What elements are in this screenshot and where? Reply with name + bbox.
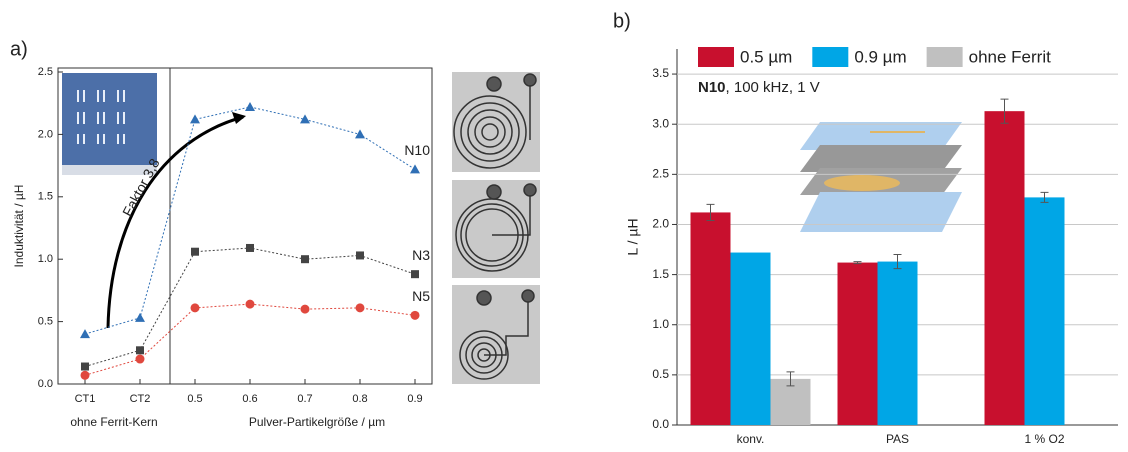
error-bar bbox=[853, 261, 862, 265]
series-label: N5 bbox=[412, 288, 430, 304]
annotation-rest: , 100 kHz, 1 V bbox=[726, 79, 820, 96]
marker bbox=[135, 312, 145, 322]
marker bbox=[190, 303, 200, 313]
y-tick-label: 1.0 bbox=[652, 317, 669, 331]
legend-label: ohne Ferrit bbox=[969, 47, 1051, 66]
bar bbox=[770, 378, 811, 425]
y-tick-label: 0.5 bbox=[38, 316, 53, 328]
marker bbox=[190, 114, 200, 124]
plot-frame bbox=[57, 67, 433, 385]
series-line bbox=[84, 303, 416, 376]
marker bbox=[356, 251, 364, 260]
bar bbox=[730, 252, 771, 425]
annotation: N10, 100 kHz, 1 V bbox=[698, 79, 820, 96]
y-tick-label: 1.5 bbox=[652, 267, 669, 281]
x-tick-label: 0.9 bbox=[407, 393, 422, 405]
x-tick-label: konv. bbox=[737, 432, 765, 446]
marker bbox=[355, 303, 365, 313]
marker bbox=[355, 129, 365, 139]
x-axis-label: Pulver-Partikelgröße / µm bbox=[249, 415, 385, 429]
coil-images bbox=[452, 72, 540, 384]
y-tick-label: 1.5 bbox=[38, 191, 53, 203]
marker bbox=[245, 299, 255, 309]
x-tick-label: 0.7 bbox=[297, 393, 312, 405]
x-tick-label: CT1 bbox=[75, 393, 96, 405]
arrow bbox=[106, 115, 244, 329]
legend-swatch bbox=[812, 47, 849, 67]
marker bbox=[80, 329, 90, 339]
error-bar bbox=[1040, 191, 1049, 203]
error-bar bbox=[706, 203, 715, 221]
legend-swatch bbox=[926, 47, 963, 67]
y-tick-label: 2.5 bbox=[38, 66, 53, 78]
x-tick-label: 0.6 bbox=[242, 393, 257, 405]
inset-photo bbox=[62, 73, 157, 175]
series-label: N10 bbox=[404, 142, 430, 158]
y-tick-label: 3.5 bbox=[652, 66, 669, 80]
marker bbox=[301, 255, 309, 264]
marker bbox=[300, 114, 310, 124]
bar bbox=[984, 111, 1025, 425]
y-tick-label: 2.5 bbox=[652, 167, 669, 181]
x-tick-label: 1 % O2 bbox=[1024, 432, 1064, 446]
y-tick-label: 3.0 bbox=[652, 116, 669, 130]
y-tick-label: 2.0 bbox=[38, 128, 53, 140]
y-axis-label: Induktivität / µH bbox=[12, 185, 26, 268]
legend-label: 0.5 µm bbox=[740, 47, 792, 66]
marker bbox=[245, 101, 255, 111]
error-bar bbox=[893, 254, 902, 270]
marker bbox=[135, 354, 145, 364]
bar bbox=[690, 212, 731, 425]
marker bbox=[81, 362, 89, 371]
y-tick-label: 0.0 bbox=[652, 417, 669, 431]
arrow-head bbox=[232, 112, 246, 124]
y-tick-label: 0.5 bbox=[652, 367, 669, 381]
error-bar bbox=[1000, 98, 1009, 124]
y-tick-label: 1.0 bbox=[38, 253, 53, 265]
y-tick-label: 2.0 bbox=[652, 217, 669, 231]
legend-label: 0.9 µm bbox=[854, 47, 906, 66]
marker bbox=[246, 243, 254, 252]
y-axis-label: L / µH bbox=[625, 218, 641, 255]
panel-label: b) bbox=[613, 10, 631, 32]
bar bbox=[877, 261, 918, 425]
x-tick-label: 0.8 bbox=[352, 393, 367, 405]
x-axis-label: ohne Ferrit-Kern bbox=[70, 415, 157, 429]
marker bbox=[191, 247, 199, 256]
marker bbox=[411, 270, 419, 279]
panel-label: a) bbox=[10, 38, 28, 60]
bar bbox=[837, 262, 878, 425]
x-tick-label: CT2 bbox=[130, 393, 151, 405]
layer-graphic bbox=[800, 122, 962, 232]
bar bbox=[1024, 197, 1065, 425]
marker bbox=[80, 370, 90, 380]
legend-swatch bbox=[698, 47, 734, 67]
x-tick-label: PAS bbox=[886, 432, 909, 446]
series-label: N3 bbox=[412, 247, 430, 263]
marker bbox=[410, 164, 420, 174]
error-bar bbox=[786, 371, 795, 387]
marker bbox=[136, 346, 144, 355]
x-tick-label: 0.5 bbox=[187, 393, 202, 405]
marker bbox=[300, 304, 310, 314]
marker bbox=[410, 310, 420, 320]
y-tick-label: 0.0 bbox=[38, 378, 53, 390]
annotation-bold: N10 bbox=[698, 79, 726, 96]
